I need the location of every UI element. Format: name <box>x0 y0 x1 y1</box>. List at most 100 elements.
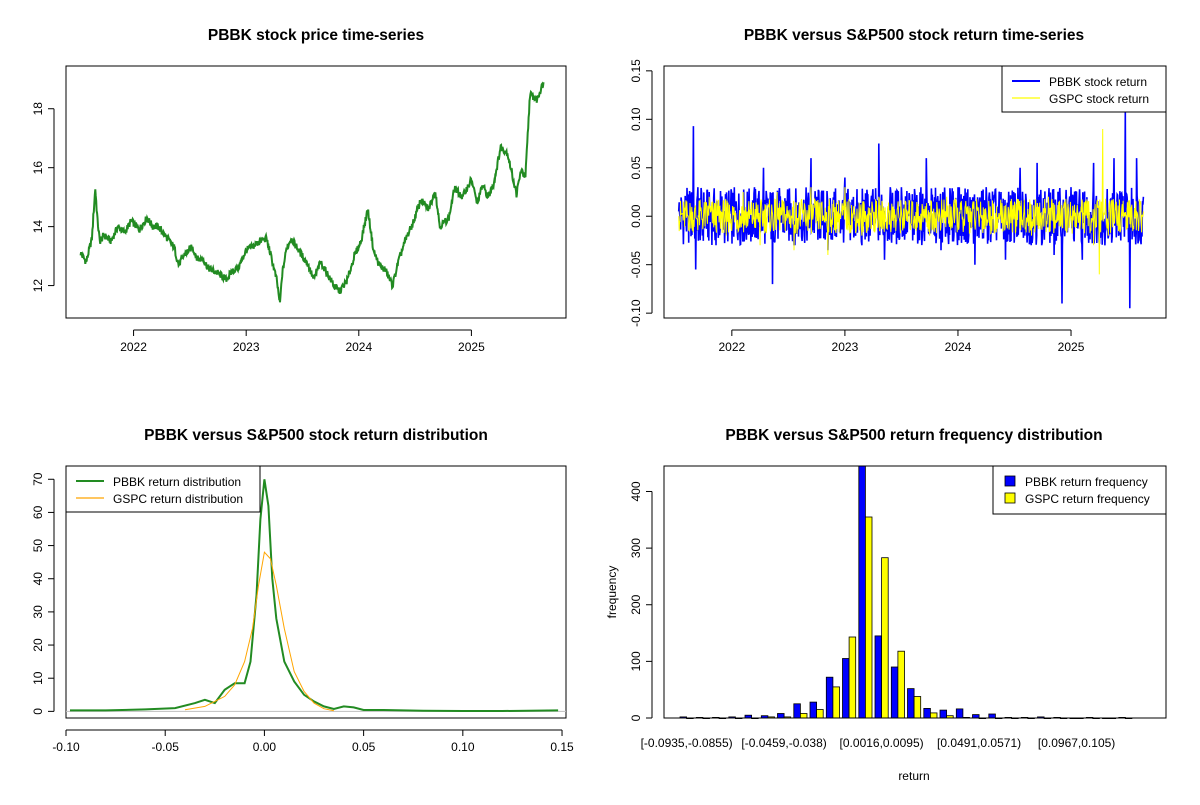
returns_ts-y-tick-label: -0.10 <box>629 299 643 327</box>
density-legend-box <box>65 465 261 513</box>
bar-pbbk-return-frequency-8 <box>809 701 817 719</box>
returns-ts-x-ticks: 2022 2023 2024 2025 <box>718 329 1085 354</box>
price-y-tick-label: 12 <box>31 279 45 293</box>
bar-gspc-return-frequency-8 <box>816 709 824 719</box>
histogram-x-tick-label: [0.0491,0.0571) <box>937 736 1021 750</box>
density-x-tick-label: 0.10 <box>451 740 475 754</box>
bar-pbbk-return-frequency-15 <box>923 708 931 719</box>
histogram-x-ticks: [-0.0935,-0.0855) [-0.0459,-0.038) [0.0016… <box>641 736 1116 750</box>
histogram-y-tick-label: 200 <box>629 594 643 614</box>
bar-pbbk-return-frequency-17 <box>955 708 964 719</box>
panel-histogram: PBBK versus S&P500 return frequency dist… <box>605 427 1167 783</box>
histogram-x-tick-label: [-0.0935,-0.0855) <box>641 736 733 750</box>
price-line-pbbk <box>79 81 545 303</box>
returns_ts-x-tick-label: 2022 <box>718 340 745 354</box>
price-x-tick-label: 2022 <box>120 340 147 354</box>
bar-gspc-return-frequency-7 <box>800 713 808 719</box>
bar-pbbk-return-frequency-12 <box>874 635 882 719</box>
price-x-ticks: 2022 2023 2024 2025 <box>120 329 485 354</box>
legend-label-pbbk-frequency: PBBK return frequency <box>1025 475 1148 489</box>
returns-ts-legend: PBBK stock return GSPC stock return <box>1001 65 1167 113</box>
returns_ts-x-tick-label: 2023 <box>832 340 859 354</box>
bar-gspc-return-frequency-10 <box>848 636 857 719</box>
returns_ts-y-tick-label: 0.05 <box>629 156 643 180</box>
returns_ts-y-tick-label: 0.10 <box>629 107 643 131</box>
density-y-tick-label: 0 <box>31 708 45 715</box>
histogram-x-tick-label: [0.0016,0.0095) <box>840 736 924 750</box>
returns-ts-legend-box <box>1001 65 1167 113</box>
panel-density: PBBK versus S&P500 stock return distribu… <box>31 427 574 754</box>
bar-pbbk-return-frequency-18 <box>972 714 980 719</box>
density-x-tick-label: -0.10 <box>52 740 80 754</box>
legend-label-pbbk-return: PBBK stock return <box>1049 75 1147 89</box>
returns_ts-x-tick-label: 2025 <box>1058 340 1085 354</box>
returns-ts-title: PBBK versus S&P500 stock return time-ser… <box>744 27 1084 44</box>
density-y-ticks: 0 10 20 30 40 50 60 70 <box>31 472 55 715</box>
histogram-y-tick-label: 400 <box>629 481 643 501</box>
bar-pbbk-return-frequency-16 <box>939 709 947 719</box>
price-plot-box <box>65 65 567 319</box>
returns_ts-y-tick-label: 0.15 <box>629 59 643 83</box>
density-x-ticks: -0.10 -0.05 0.00 0.05 0.10 0.15 <box>52 729 574 754</box>
density-x-tick-label: 0.05 <box>352 740 376 754</box>
price-y-tick-label: 16 <box>31 161 45 175</box>
returns_ts-y-tick-label: 0.00 <box>629 204 643 228</box>
returns_ts-y-tick-label: -0.05 <box>629 251 643 279</box>
returns-ts-plot-box <box>663 65 1167 319</box>
density-plot-box <box>65 465 567 719</box>
bar-gspc-return-frequency-13 <box>897 650 905 719</box>
density-x-tick-label: 0.15 <box>550 740 574 754</box>
bar-pbbk-return-frequency-7 <box>793 703 801 719</box>
histogram-y-tick-label: 300 <box>629 538 643 558</box>
legend-swatch-gspc-frequency <box>1004 492 1016 504</box>
price-title: PBBK stock price time-series <box>208 27 424 44</box>
bar-pbbk-return-frequency-14 <box>907 688 915 719</box>
panel-returns-ts: PBBK versus S&P500 stock return time-ser… <box>629 27 1167 354</box>
histogram-x-tick-label: [-0.0459,-0.038) <box>741 736 826 750</box>
bar-pbbk-return-frequency-9 <box>825 676 834 719</box>
density-y-tick-label: 10 <box>31 671 45 685</box>
density-y-tick-label: 60 <box>31 505 45 519</box>
returns-ts-lines <box>677 109 1145 309</box>
density-legend: PBBK return distribution GSPC return dis… <box>65 465 261 513</box>
histogram-y-label: frequency <box>605 566 619 619</box>
price-x-tick-label: 2025 <box>458 340 485 354</box>
bar-pbbk-return-frequency-6 <box>777 713 785 719</box>
density-y-tick-label: 70 <box>31 472 45 486</box>
legend-label-gspc-distribution: GSPC return distribution <box>113 492 243 506</box>
bar-pbbk-return-frequency-13 <box>890 666 899 719</box>
density-lines <box>66 479 566 712</box>
bar-gspc-return-frequency-15 <box>930 712 938 719</box>
price-y-tick-label: 18 <box>31 102 45 116</box>
bar-gspc-return-frequency-11 <box>865 516 873 719</box>
price-y-tick-label: 14 <box>31 220 45 234</box>
bar-pbbk-return-frequency-19 <box>988 713 996 719</box>
legend-label-pbbk-distribution: PBBK return distribution <box>113 475 241 489</box>
price-y-ticks: 12 14 16 18 <box>31 102 55 293</box>
returns_ts-line-gspc-stock-return <box>678 128 1144 275</box>
histogram-y-tick-label: 0 <box>629 714 643 721</box>
histogram-y-ticks: 0 100 200 300 400 <box>629 481 653 721</box>
bar-pbbk-return-frequency-10 <box>842 658 850 719</box>
legend-swatch-pbbk-frequency <box>1004 475 1016 487</box>
histogram-legend: PBBK return frequency GSPC return freque… <box>992 465 1167 515</box>
histogram-plot-box <box>663 465 1167 719</box>
histogram-y-tick-label: 100 <box>629 651 643 671</box>
density-x-tick-label: -0.05 <box>152 740 180 754</box>
returns_ts-x-tick-label: 2024 <box>945 340 972 354</box>
density-y-tick-label: 30 <box>31 605 45 619</box>
returns-ts-y-ticks: -0.10 -0.05 0.00 0.05 0.10 0.15 <box>629 59 653 327</box>
price-lines <box>79 81 545 303</box>
price-x-tick-label: 2023 <box>233 340 260 354</box>
panel-price: PBBK stock price time-series 2022 2023 202… <box>31 27 567 354</box>
density-y-tick-label: 40 <box>31 572 45 586</box>
histogram-title: PBBK versus S&P500 return frequency dist… <box>725 427 1102 444</box>
density-line-gspc-return-distribution <box>184 551 334 712</box>
bar-pbbk-return-frequency-11 <box>858 465 866 719</box>
density-title: PBBK versus S&P500 stock return distribu… <box>144 427 488 444</box>
density-x-tick-label: 0.00 <box>253 740 277 754</box>
legend-label-gspc-frequency: GSPC return frequency <box>1025 492 1150 506</box>
bar-gspc-return-frequency-14 <box>913 696 922 719</box>
